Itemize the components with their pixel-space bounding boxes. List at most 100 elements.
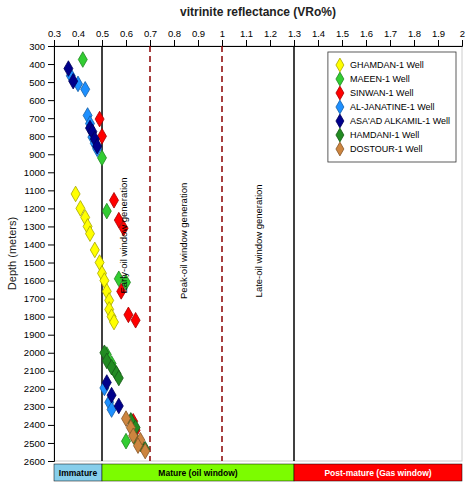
y-tick-mark (48, 190, 54, 191)
y-tick-mark (48, 82, 54, 83)
point (71, 186, 80, 202)
x-tick: 0.6 (120, 28, 133, 46)
y-tick: 1000 (24, 167, 54, 178)
series (66, 68, 116, 417)
point (69, 73, 78, 89)
x-tick-mark (102, 40, 103, 46)
legend-marker (336, 58, 344, 72)
point (110, 314, 119, 330)
plot-frame (54, 46, 462, 461)
reference-line (293, 46, 295, 461)
x-axis: 0.30.40.50.60.70.80.911.11.21.31.41.51.6… (48, 28, 465, 47)
y-tick-label: 900 (29, 149, 45, 160)
x-tick: 1.5 (336, 28, 349, 46)
y-tick-label: 1100 (25, 185, 45, 196)
legend-label: AL-JANATINE-1 Well (350, 102, 435, 112)
x-tick-label: 2 (460, 28, 465, 39)
y-tick-mark (48, 335, 54, 336)
x-tick-label: 0.8 (168, 28, 181, 39)
series (64, 61, 123, 414)
point (64, 61, 73, 77)
x-tick-label: 1 (220, 28, 225, 39)
y-tick: 900 (29, 149, 54, 160)
x-tick-label: 1.3 (288, 28, 301, 39)
point (86, 226, 95, 242)
x-tick-mark (318, 40, 319, 46)
series (100, 345, 150, 457)
y-axis-line (48, 47, 55, 462)
y-tick-mark (48, 371, 54, 372)
x-tick-mark (54, 40, 55, 46)
point (141, 443, 150, 459)
x-tick: 0.7 (144, 28, 157, 46)
x-tick-label: 0.6 (120, 28, 133, 39)
reference-line (149, 46, 151, 461)
legend-label: SINWAN-1 Well (350, 88, 414, 98)
x-tick: 1.7 (384, 28, 397, 46)
legend-box (328, 52, 456, 162)
x-tick: 0.8 (168, 28, 181, 46)
x-tick: 1.3 (288, 28, 301, 46)
legend-marker (336, 128, 344, 142)
y-tick-label: 2000 (24, 347, 45, 358)
y-tick-mark (48, 226, 54, 227)
y-tick-mark (48, 425, 54, 426)
y-tick-mark (48, 136, 54, 137)
series (71, 186, 118, 330)
y-tick-label: 1600 (24, 275, 45, 286)
y-tick-mark (48, 263, 54, 264)
x-tick-label: 1.7 (384, 28, 397, 39)
y-tick: 1200 (24, 203, 54, 214)
x-tick-mark (390, 40, 391, 46)
y-tick-mark (48, 407, 54, 408)
x-tick-mark (198, 40, 199, 46)
x-tick-label: 1.9 (432, 28, 445, 39)
annotation: Early-oil window generation (118, 177, 129, 293)
x-tick: 1.9 (432, 28, 445, 46)
y-tick-label: 300 (29, 41, 45, 52)
legend-label: ASA'AD ALKAMIL-1 Well (350, 116, 450, 126)
annotation: Late-oil window generation (253, 184, 264, 297)
title: vitrinite reflectance (VRo%) (180, 5, 336, 19)
legend-marker (336, 100, 344, 114)
legend-label: GHAMDAN-1 Well (350, 60, 424, 70)
x-tick-mark (78, 40, 79, 46)
x-tick-label: 1.5 (336, 28, 349, 39)
annotation: Peak-oil window generation (178, 183, 189, 299)
point (93, 138, 102, 154)
x-tick-mark (414, 40, 415, 46)
series (78, 52, 130, 449)
point (81, 82, 90, 98)
y-tick: 2100 (24, 365, 54, 376)
y-tick-label: 2600 (24, 456, 45, 467)
plot: 0.30.40.50.60.70.80.911.11.21.31.41.51.6… (24, 28, 465, 481)
y-tick-label: 1000 (24, 167, 45, 178)
y-tick: 2400 (24, 419, 54, 430)
y-tick-label: 1700 (24, 293, 45, 304)
y-axis: 3004005006007008009001000110012001300140… (24, 41, 55, 467)
y-tick-mark (48, 118, 54, 119)
y-tick-mark (48, 208, 54, 209)
legend-marker (336, 142, 344, 156)
y-tick: 1900 (24, 329, 54, 340)
point (107, 387, 116, 403)
y-tick-mark (48, 443, 54, 444)
band-label: Immature (59, 468, 98, 478)
y-tick-mark (48, 46, 54, 47)
x-tick-label: 1.8 (408, 28, 421, 39)
x-tick-label: 1.6 (360, 28, 373, 39)
y-tick-label: 800 (29, 131, 45, 142)
y-tick-label: 1900 (24, 329, 45, 340)
y-tick-label: 1800 (24, 311, 45, 322)
x-tick: 1.1 (240, 28, 253, 46)
x-tick: 1.8 (408, 28, 421, 46)
y-tick-label: 1300 (24, 221, 45, 232)
y-tick: 2300 (24, 401, 54, 412)
y-tick-label: 2500 (24, 437, 45, 448)
point (102, 375, 111, 391)
y-tick: 1800 (24, 311, 54, 322)
x-tick: 0.4 (72, 28, 85, 46)
bands: ImmatureMature (oil window)Post-mature (… (54, 464, 462, 481)
x-tick-mark (270, 40, 271, 46)
reference-line (221, 46, 223, 461)
